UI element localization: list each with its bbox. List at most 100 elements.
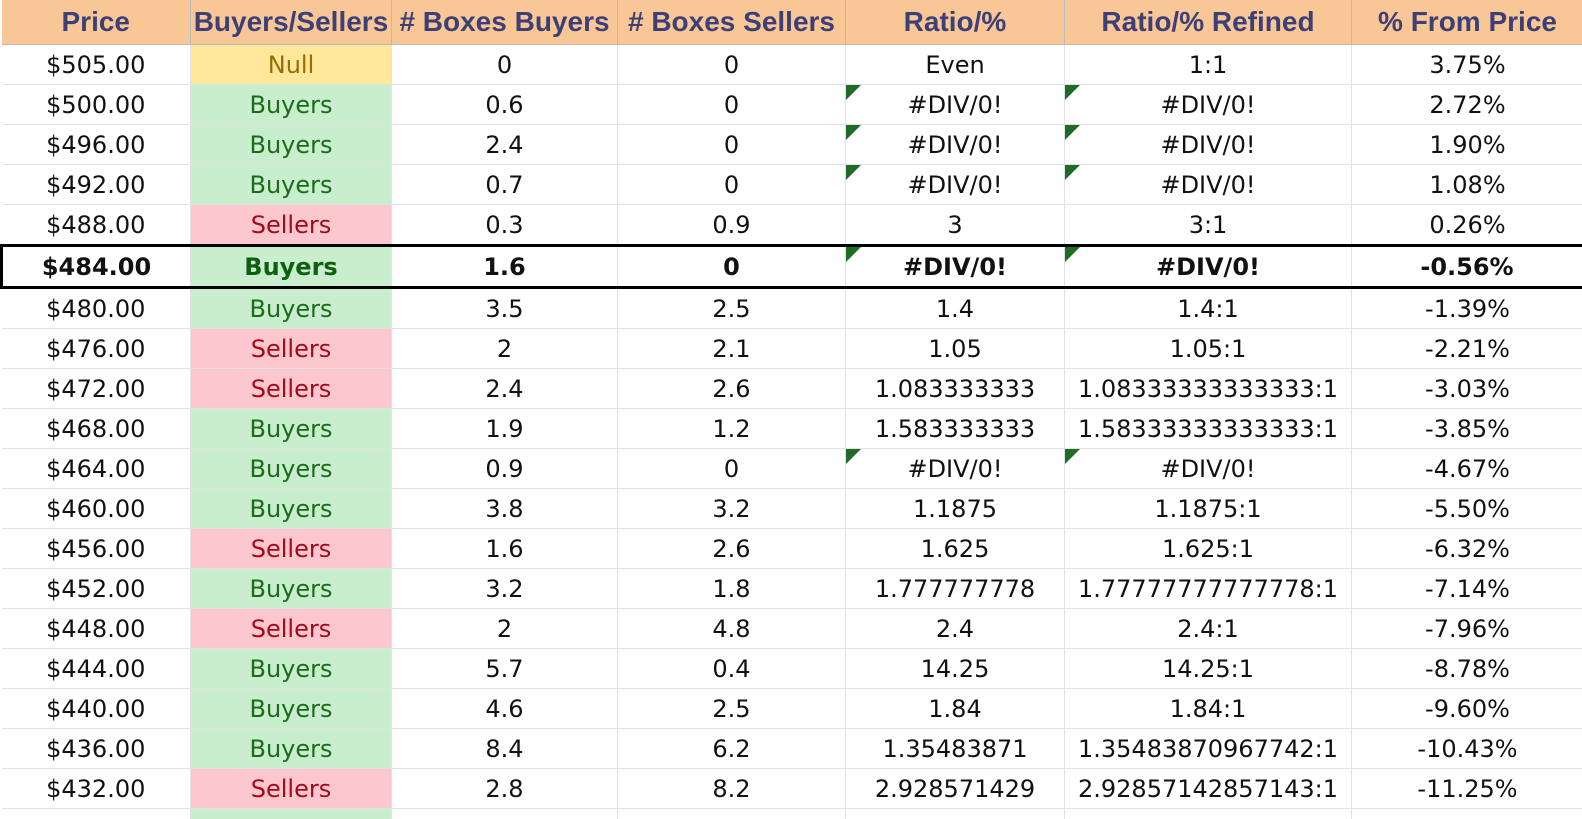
ratio-cell[interactable]: 1.05 <box>846 329 1065 369</box>
ratio-refined-cell[interactable]: 3:1 <box>1065 205 1352 246</box>
pct-from-price-cell[interactable]: -0.56% <box>1352 246 1582 288</box>
error-indicator-icon[interactable] <box>846 449 861 464</box>
boxes-sellers-cell[interactable]: 3.2 <box>618 489 846 529</box>
ratio-cell[interactable]: 1.1875 <box>846 489 1065 529</box>
boxes-buyers-cell[interactable]: 1.6 <box>392 529 618 569</box>
error-indicator-icon[interactable] <box>846 125 861 140</box>
side-cell[interactable]: Buyers <box>191 689 392 729</box>
side-cell[interactable]: Buyers <box>191 449 392 489</box>
ratio-refined-cell[interactable]: 1.84:1 <box>1065 689 1352 729</box>
boxes-buyers-cell[interactable]: 0.6 <box>392 85 618 125</box>
boxes-buyers-cell[interactable]: 5.7 <box>392 649 618 689</box>
partial-cell[interactable] <box>191 809 392 819</box>
boxes-sellers-cell[interactable]: 8.2 <box>618 769 846 809</box>
ratio-cell[interactable]: Even <box>846 45 1065 85</box>
price-cell[interactable]: $500.00 <box>2 85 191 125</box>
price-cell[interactable]: $492.00 <box>2 165 191 205</box>
error-indicator-icon[interactable] <box>846 247 861 262</box>
boxes-sellers-cell[interactable]: 2.6 <box>618 529 846 569</box>
boxes-buyers-cell[interactable]: 3.2 <box>392 569 618 609</box>
ratio-refined-cell[interactable]: 1.4:1 <box>1065 288 1352 329</box>
boxes-sellers-cell[interactable]: 4.8 <box>618 609 846 649</box>
ratio-refined-cell[interactable]: 1.625:1 <box>1065 529 1352 569</box>
ratio-refined-cell[interactable]: 2.92857142857143:1 <box>1065 769 1352 809</box>
pct-from-price-cell[interactable]: -5.50% <box>1352 489 1582 529</box>
boxes-buyers-cell[interactable]: 2.4 <box>392 369 618 409</box>
boxes-sellers-cell[interactable]: 1.8 <box>618 569 846 609</box>
side-cell[interactable]: Buyers <box>191 165 392 205</box>
boxes-buyers-cell[interactable]: 2.4 <box>392 125 618 165</box>
error-indicator-icon[interactable] <box>1065 247 1080 262</box>
boxes-buyers-cell[interactable]: 2 <box>392 329 618 369</box>
boxes-sellers-cell[interactable]: 0 <box>618 246 846 288</box>
pct-from-price-cell[interactable]: 1.08% <box>1352 165 1582 205</box>
partial-cell[interactable] <box>1065 809 1352 819</box>
boxes-sellers-cell[interactable]: 0.9 <box>618 205 846 246</box>
side-cell[interactable]: Sellers <box>191 369 392 409</box>
boxes-buyers-cell[interactable]: 0 <box>392 45 618 85</box>
ratio-cell-error[interactable]: #DIV/0! <box>846 449 1065 489</box>
ratio-cell-error[interactable]: #DIV/0! <box>846 246 1065 288</box>
boxes-buyers-cell[interactable]: 2.8 <box>392 769 618 809</box>
boxes-buyers-cell[interactable]: 3.5 <box>392 288 618 329</box>
pct-from-price-cell[interactable]: -2.21% <box>1352 329 1582 369</box>
side-cell[interactable]: Sellers <box>191 609 392 649</box>
boxes-sellers-cell[interactable]: 0 <box>618 85 846 125</box>
boxes-sellers-cell[interactable]: 2.5 <box>618 288 846 329</box>
boxes-buyers-cell[interactable]: 8.4 <box>392 729 618 769</box>
pct-from-price-cell[interactable]: 0.26% <box>1352 205 1582 246</box>
ratio-cell-error[interactable]: #DIV/0! <box>846 85 1065 125</box>
side-cell[interactable]: Buyers <box>191 85 392 125</box>
price-cell[interactable]: $452.00 <box>2 569 191 609</box>
side-cell[interactable]: Buyers <box>191 288 392 329</box>
boxes-buyers-cell[interactable]: 0.9 <box>392 449 618 489</box>
ratio-cell[interactable]: 1.777777778 <box>846 569 1065 609</box>
price-cell[interactable]: $488.00 <box>2 205 191 246</box>
boxes-buyers-cell[interactable]: 1.6 <box>392 246 618 288</box>
boxes-sellers-cell[interactable]: 0 <box>618 449 846 489</box>
side-cell[interactable]: Buyers <box>191 409 392 449</box>
boxes-sellers-cell[interactable]: 0 <box>618 125 846 165</box>
header-price[interactable]: Price <box>2 0 191 45</box>
ratio-refined-cell[interactable]: 1.08333333333333:1 <box>1065 369 1352 409</box>
price-cell[interactable]: $480.00 <box>2 288 191 329</box>
price-cell[interactable]: $505.00 <box>2 45 191 85</box>
price-cell[interactable]: $484.00 <box>2 246 191 288</box>
partial-cell[interactable] <box>618 809 846 819</box>
pct-from-price-cell[interactable]: -7.14% <box>1352 569 1582 609</box>
boxes-buyers-cell[interactable]: 0.3 <box>392 205 618 246</box>
ratio-refined-cell[interactable]: 1.35483870967742:1 <box>1065 729 1352 769</box>
ratio-refined-cell[interactable]: 1.58333333333333:1 <box>1065 409 1352 449</box>
pct-from-price-cell[interactable]: -4.67% <box>1352 449 1582 489</box>
header-ratio-refined[interactable]: Ratio/% Refined <box>1065 0 1352 45</box>
side-cell[interactable]: Buyers <box>191 125 392 165</box>
boxes-buyers-cell[interactable]: 4.6 <box>392 689 618 729</box>
side-cell[interactable]: Buyers <box>191 246 392 288</box>
header-buyers-sellers[interactable]: Buyers/Sellers <box>191 0 392 45</box>
boxes-sellers-cell[interactable]: 1.2 <box>618 409 846 449</box>
side-cell[interactable]: Buyers <box>191 649 392 689</box>
side-cell[interactable]: Buyers <box>191 569 392 609</box>
boxes-sellers-cell[interactable]: 6.2 <box>618 729 846 769</box>
pct-from-price-cell[interactable]: 3.75% <box>1352 45 1582 85</box>
header-ratio[interactable]: Ratio/% <box>846 0 1065 45</box>
pct-from-price-cell[interactable]: 1.90% <box>1352 125 1582 165</box>
ratio-refined-cell[interactable]: 1.1875:1 <box>1065 489 1352 529</box>
price-cell[interactable]: $472.00 <box>2 369 191 409</box>
ratio-cell-error[interactable]: #DIV/0! <box>846 125 1065 165</box>
pct-from-price-cell[interactable]: -1.39% <box>1352 288 1582 329</box>
side-cell[interactable]: Null <box>191 45 392 85</box>
price-cell[interactable]: $460.00 <box>2 489 191 529</box>
price-cell[interactable]: $444.00 <box>2 649 191 689</box>
ratio-cell[interactable]: 2.928571429 <box>846 769 1065 809</box>
side-cell[interactable]: Sellers <box>191 205 392 246</box>
side-cell[interactable]: Sellers <box>191 769 392 809</box>
ratio-cell[interactable]: 1.4 <box>846 288 1065 329</box>
pct-from-price-cell[interactable]: -6.32% <box>1352 529 1582 569</box>
error-indicator-icon[interactable] <box>1065 165 1080 180</box>
price-cell[interactable]: $476.00 <box>2 329 191 369</box>
ratio-refined-cell-error[interactable]: #DIV/0! <box>1065 449 1352 489</box>
ratio-refined-cell[interactable]: 1.77777777777778:1 <box>1065 569 1352 609</box>
price-cell[interactable]: $468.00 <box>2 409 191 449</box>
pct-from-price-cell[interactable]: 2.72% <box>1352 85 1582 125</box>
